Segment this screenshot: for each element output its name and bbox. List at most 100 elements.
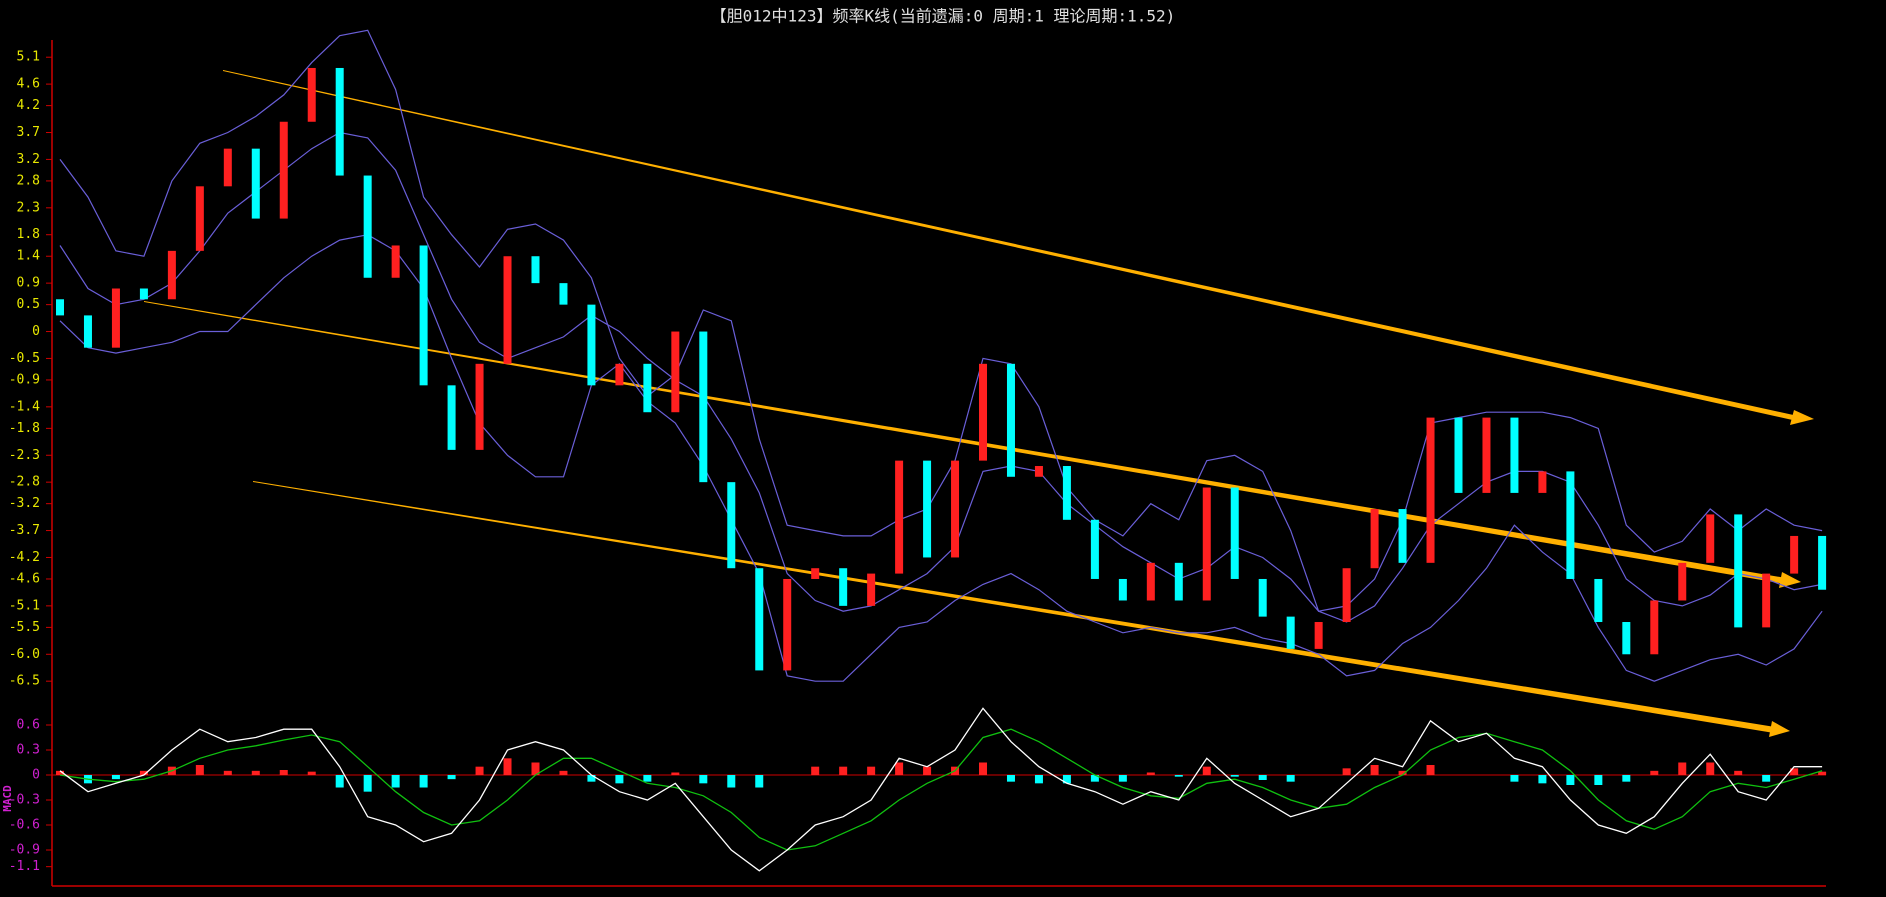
macd-bar: [1678, 762, 1687, 775]
macd-bar: [1146, 772, 1155, 775]
trend-line: [253, 481, 1775, 733]
band-line: [59, 234, 1823, 682]
macd-bar: [1342, 768, 1351, 775]
macd-bar: [643, 775, 652, 782]
candle: [279, 121, 288, 219]
y-tick-label: 1.8: [17, 227, 40, 242]
y-tick-label: -2.8: [9, 475, 40, 490]
band-line: [59, 131, 1823, 623]
macd-bar: [251, 770, 260, 775]
macd-bar: [1790, 768, 1799, 775]
macd-bar: [1370, 765, 1379, 775]
macd-bar: [1818, 771, 1827, 775]
macd-bar: [1090, 775, 1099, 782]
macd-bar: [559, 770, 568, 775]
candle: [391, 245, 400, 278]
y-tick-label: -5.1: [9, 598, 40, 613]
candle: [1342, 568, 1351, 623]
candle: [307, 67, 316, 122]
candle: [251, 148, 260, 219]
candle: [363, 175, 372, 278]
macd-bar: [139, 770, 148, 775]
candle: [1762, 573, 1771, 628]
macd-bar: [895, 762, 904, 775]
macd-bar: [391, 775, 400, 788]
y-tick-label: 0: [32, 768, 40, 783]
candle: [923, 460, 932, 558]
macd-bar: [419, 775, 428, 788]
y-tick-label: 4.6: [17, 77, 40, 92]
candle: [1034, 466, 1043, 477]
candle: [1482, 417, 1491, 493]
y-tick-label: -2.3: [9, 448, 40, 463]
macd-bar: [755, 775, 764, 788]
macd-bar: [1286, 775, 1295, 782]
macd-bar: [839, 766, 848, 775]
candle: [503, 256, 512, 364]
candle: [1286, 616, 1295, 649]
candle: [951, 460, 960, 558]
candle: [727, 482, 736, 569]
y-tick-label: -3.7: [9, 523, 40, 538]
candle: [1062, 466, 1071, 520]
candle: [1538, 471, 1547, 493]
y-tick-label: 0.9: [17, 276, 40, 291]
macd-bar: [307, 771, 316, 775]
macd-bar: [615, 775, 624, 784]
macd-bar: [1426, 765, 1435, 775]
candle: [56, 299, 64, 316]
arrow-head: [1769, 721, 1790, 737]
macd-bar: [1118, 775, 1127, 782]
candle: [1202, 487, 1211, 601]
macd-bar: [503, 758, 512, 775]
y-tick-label: -4.6: [9, 571, 40, 586]
candle: [1146, 562, 1155, 601]
candle: [419, 245, 428, 386]
candle: [1230, 487, 1239, 579]
y-axis-label: MACD: [1, 785, 14, 812]
candle: [1118, 578, 1127, 601]
macd-bar: [923, 766, 932, 775]
candle: [139, 288, 148, 300]
trend-lines: [144, 70, 1814, 737]
candle: [839, 568, 848, 606]
macd-bar: [1650, 770, 1659, 775]
macd-bar: [1202, 766, 1211, 775]
macd-bar: [475, 766, 484, 775]
macd-bar: [1762, 775, 1771, 782]
candle: [811, 568, 820, 579]
y-tick-label: 4.2: [17, 98, 40, 113]
y-tick-label: -6.5: [9, 674, 40, 689]
candle: [699, 331, 708, 483]
macd-bar: [1398, 770, 1407, 775]
macd-bar: [1006, 775, 1015, 782]
macd-bar: [195, 765, 204, 775]
candle: [1314, 622, 1323, 649]
candle: [1566, 471, 1575, 579]
y-tick-label: 0.3: [17, 743, 40, 758]
y-tick-label: -1.4: [9, 399, 40, 414]
y-tick-label: 0.5: [17, 297, 40, 312]
candle: [1090, 519, 1099, 579]
candle: [979, 363, 988, 461]
candle: [1594, 578, 1603, 623]
band-line: [59, 29, 1823, 612]
arrow-head: [1790, 410, 1814, 425]
macd-bar: [1706, 762, 1715, 775]
y-tick-label: -0.9: [9, 843, 40, 858]
candle: [83, 315, 92, 348]
candle: [615, 363, 624, 386]
macd-bar: [335, 775, 344, 788]
macd-bar: [811, 766, 820, 775]
dea-line: [59, 728, 1823, 851]
chart-title: 【胆012中123】频率K线(当前遗漏:0 周期:1 理论周期:1.52): [711, 7, 1176, 26]
trend-line: [144, 301, 1786, 584]
macd-bar: [223, 770, 232, 775]
y-tick-label: -5.5: [9, 620, 40, 635]
y-tick-label: 0: [32, 324, 40, 339]
candle: [335, 67, 344, 176]
y-tick-label: 2.8: [17, 173, 40, 188]
candle: [895, 460, 904, 574]
